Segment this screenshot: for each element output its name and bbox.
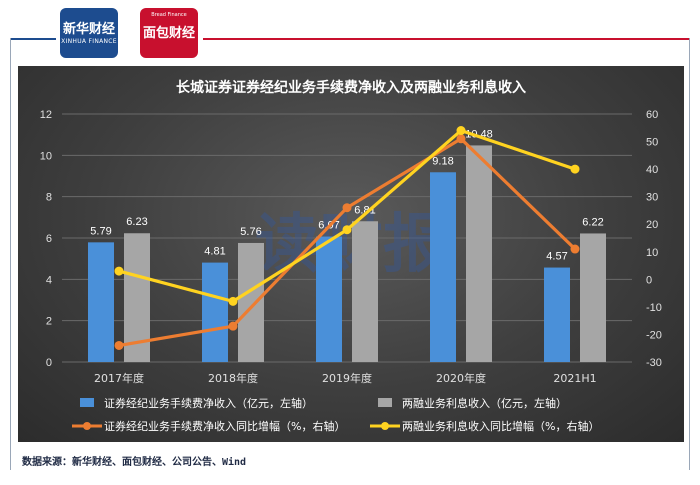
bar-margin-3 [466, 145, 492, 362]
y-left-tick-label: 12 [40, 109, 52, 121]
y-right-tick-label: -30 [646, 357, 662, 369]
y-left-tick-label: 2 [46, 316, 52, 328]
line-point-brokerage-2 [342, 203, 352, 213]
bar-data-label: 6.22 [582, 216, 603, 228]
line-point-margin-3 [456, 126, 466, 136]
bar-brokerage-3 [430, 172, 456, 362]
legend-label: 两融业务利息收入同比增幅（%，右轴） [402, 419, 599, 433]
line-point-brokerage-0 [114, 340, 124, 350]
bar-data-label: 4.57 [546, 251, 567, 263]
line-point-brokerage-3 [456, 134, 466, 144]
xinhua-logo-subtext: XINHUA FINANCE [61, 38, 117, 45]
line-point-margin-2 [342, 225, 352, 235]
y-right-tick-label: 50 [646, 137, 658, 149]
line-point-brokerage-1 [228, 321, 238, 331]
bar-margin-2 [352, 221, 378, 362]
bar-margin-1 [238, 242, 264, 362]
y-left-tick-label: 6 [46, 233, 52, 245]
y-right-tick-label: 10 [646, 247, 658, 259]
bar-data-label: 5.79 [90, 225, 111, 237]
bar-brokerage-2 [316, 236, 342, 362]
y-right-tick-label: 30 [646, 192, 658, 204]
bar-brokerage-0 [88, 242, 114, 362]
y-right-tick-label: 60 [646, 109, 658, 121]
y-left-tick-label: 4 [46, 274, 52, 286]
y-left-tick-label: 8 [46, 192, 52, 204]
x-tick-label: 2021H1 [553, 372, 596, 385]
bar-data-label: 5.76 [240, 226, 261, 238]
chart-svg: 长城证券证券经纪业务手续费净收入及两融业务利息收入 0 2 4 6 8 10 12 -30 -20… [40, 79, 662, 433]
line-point-margin-0 [114, 266, 124, 276]
legend-swatch-marker [381, 422, 389, 430]
bar-margin-4 [580, 233, 606, 362]
legend-swatch-marker [83, 422, 91, 430]
legend-label: 证券经纪业务手续费净收入同比增幅（%，右轴） [104, 419, 345, 433]
y-right-tick-label: 40 [646, 164, 658, 176]
bar-data-label: 9.18 [432, 155, 453, 167]
bar-brokerage-4 [544, 267, 570, 362]
line-point-margin-4 [570, 164, 580, 174]
chart-title: 长城证券证券经纪业务手续费净收入及两融业务利息收入 [176, 79, 526, 96]
mianbao-logo-subtext: Bread Finance [151, 12, 187, 18]
mianbao-logo-text: 面包财经 [142, 26, 195, 41]
legend-label: 两融业务利息收入（亿元，左轴） [402, 396, 567, 410]
header-rule-blue [10, 38, 56, 40]
line-point-margin-1 [228, 296, 238, 306]
y-right-tick-label: 0 [646, 274, 652, 286]
bar-data-label: 6.23 [126, 216, 147, 228]
frame-left [10, 38, 11, 470]
bar-data-label: 6.81 [354, 204, 375, 216]
xinhua-finance-logo: 新华财经 XINHUA FINANCE [60, 8, 118, 58]
header-rule-red [203, 38, 690, 40]
y-left-tick-label: 10 [40, 150, 52, 162]
data-source-note: 数据来源：新华财经、面包财经、公司公告、Wind [22, 457, 247, 468]
line-point-brokerage-4 [570, 244, 580, 254]
legend-label: 证券经纪业务手续费净收入（亿元，左轴） [104, 396, 313, 410]
xinhua-logo-text: 新华财经 [62, 22, 115, 37]
x-tick-label: 2019年度 [322, 371, 372, 385]
x-tick-label: 2017年度 [94, 371, 144, 385]
x-tick-label: 2020年度 [436, 371, 486, 385]
x-tick-label: 2018年度 [208, 371, 258, 385]
y-right-tick-label: -20 [646, 329, 662, 341]
legend-swatch-bar [80, 398, 94, 407]
legend-swatch-bar [378, 398, 392, 407]
y-left-tick-label: 0 [46, 357, 52, 369]
y-right-tick-label: 20 [646, 219, 658, 231]
bar-brokerage-1 [202, 262, 228, 362]
y-right-tick-label: -10 [646, 302, 662, 314]
mianbao-finance-logo: Bread Finance 面包财经 [140, 8, 198, 58]
frame-right [689, 38, 690, 470]
chart-panel: 长城证券证券经纪业务手续费净收入及两融业务利息收入 0 2 4 6 8 10 12 -30 -20… [18, 66, 684, 442]
bar-data-label: 4.81 [204, 246, 225, 258]
